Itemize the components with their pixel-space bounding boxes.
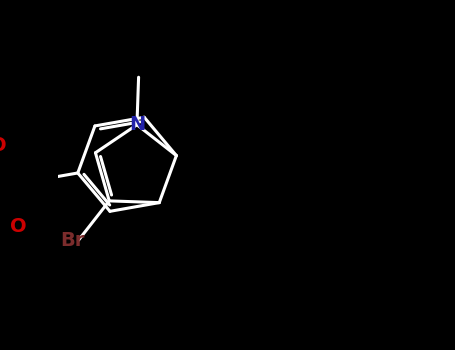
Text: O: O [10, 217, 26, 236]
Text: O: O [0, 136, 6, 155]
Text: Br: Br [61, 231, 85, 250]
Text: N: N [129, 115, 145, 134]
